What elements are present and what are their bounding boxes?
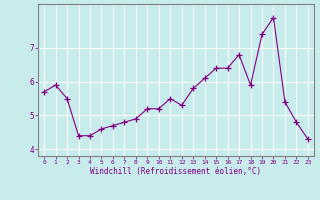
X-axis label: Windchill (Refroidissement éolien,°C): Windchill (Refroidissement éolien,°C)	[91, 167, 261, 176]
